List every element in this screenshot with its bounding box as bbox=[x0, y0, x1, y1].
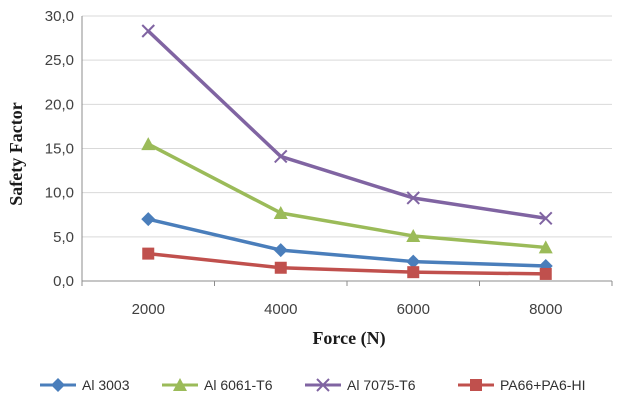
series-line bbox=[147, 217, 546, 268]
data-point bbox=[539, 267, 552, 280]
series-al-7075-t6 bbox=[141, 24, 553, 225]
x-marker-stroke bbox=[316, 378, 330, 392]
series-group bbox=[141, 24, 553, 280]
grid-lines bbox=[82, 15, 612, 282]
x-marker-stroke bbox=[141, 24, 155, 38]
data-point bbox=[406, 254, 421, 269]
data-point bbox=[406, 228, 421, 242]
y-tick-label: 15,0 bbox=[45, 141, 74, 158]
data-point bbox=[538, 240, 553, 254]
y-tick-label: 25,0 bbox=[45, 52, 74, 69]
data-point bbox=[141, 137, 156, 151]
x-tick-label: 6000 bbox=[397, 301, 430, 318]
x-marker-stroke bbox=[539, 211, 553, 225]
series-line bbox=[148, 251, 546, 276]
legend-label: Al 3003 bbox=[82, 377, 130, 393]
legend-swatch-marker bbox=[173, 378, 187, 391]
series-pa66-pa6-hi bbox=[142, 247, 552, 280]
data-point bbox=[141, 24, 155, 38]
x-marker-stroke bbox=[406, 191, 420, 205]
legend-swatch-marker bbox=[51, 378, 65, 392]
series-al-3003 bbox=[141, 212, 553, 273]
data-point bbox=[273, 205, 288, 219]
legend-item: PA66+PA6-HI bbox=[458, 377, 585, 393]
data-point bbox=[142, 247, 155, 260]
legend-label: Al 7075-T6 bbox=[347, 377, 416, 393]
x-tick-label: 2000 bbox=[132, 301, 165, 318]
x-axis-title: Force (N) bbox=[312, 328, 385, 349]
data-point bbox=[539, 211, 553, 225]
y-axis-title: Safety Factor bbox=[6, 102, 26, 205]
y-tick-label: 30,0 bbox=[45, 8, 74, 25]
legend-item: Al 3003 bbox=[40, 377, 130, 393]
legend-item: Al 7075-T6 bbox=[305, 377, 416, 393]
data-point bbox=[407, 266, 420, 279]
y-tick-label: 20,0 bbox=[45, 96, 74, 113]
x-tick-labels: 2000 4000 6000 8000 bbox=[132, 301, 563, 318]
legend-label: PA66+PA6-HI bbox=[500, 377, 585, 393]
x-tick-label: 4000 bbox=[264, 301, 297, 318]
y-tick-labels: 0,0 5,0 10,0 15,0 20,0 25,0 30,0 bbox=[45, 8, 74, 290]
data-point bbox=[273, 243, 288, 258]
legend: Al 3003 Al 6061-T6 Al 7075-T6 PA66+PA6-HI bbox=[40, 377, 585, 393]
legend-item: Al 6061-T6 bbox=[162, 377, 273, 393]
data-point bbox=[141, 212, 156, 227]
legend-swatch-marker bbox=[470, 379, 482, 391]
data-point bbox=[274, 149, 288, 164]
x-tick-label: 8000 bbox=[529, 301, 562, 318]
y-tick-label: 5,0 bbox=[53, 229, 74, 246]
series-line bbox=[147, 29, 547, 221]
series-al-6061-t6 bbox=[141, 137, 553, 254]
series-line bbox=[147, 142, 546, 250]
data-point bbox=[274, 261, 287, 274]
x-marker-stroke bbox=[274, 149, 288, 164]
axes bbox=[81, 16, 613, 286]
data-point bbox=[406, 191, 420, 205]
legend-label: Al 6061-T6 bbox=[204, 377, 273, 393]
legend-swatch-marker bbox=[316, 378, 330, 392]
y-tick-label: 10,0 bbox=[45, 185, 74, 202]
y-tick-label: 0,0 bbox=[53, 273, 74, 290]
